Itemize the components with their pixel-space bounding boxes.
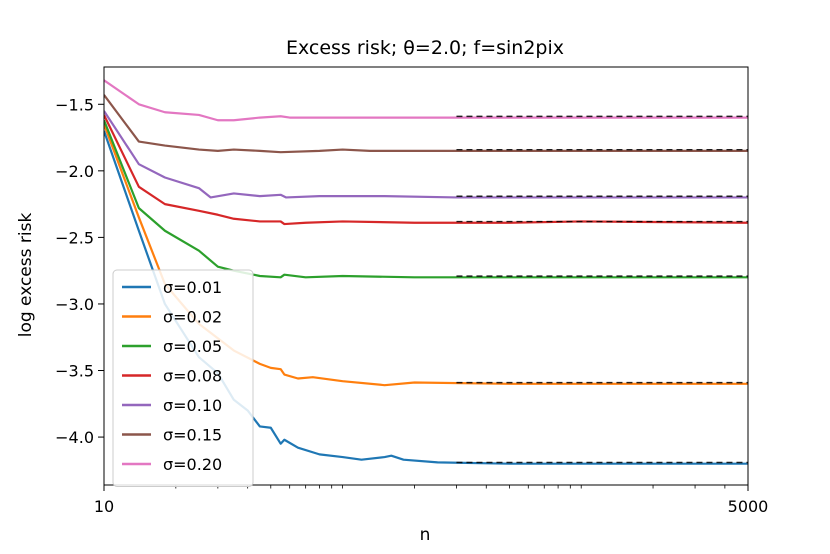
series-line-2 — [104, 119, 748, 279]
plot-frame — [103, 66, 749, 486]
y-axis-label: log excess risk — [16, 213, 36, 338]
legend-box — [112, 269, 254, 487]
x-tick-label-0: 10 — [94, 497, 114, 516]
series-line-4 — [104, 110, 748, 199]
legend-label-6: σ=0.20 — [163, 455, 222, 474]
y-tick-label-1: −3.5 — [55, 362, 94, 381]
y-tick-label-0: −4.0 — [55, 428, 94, 447]
y-tick-label-3: −2.5 — [55, 228, 94, 247]
legend-label-4: σ=0.10 — [163, 396, 222, 415]
x-tick-label-1: 5000 — [728, 497, 769, 516]
series-line-3 — [104, 114, 748, 226]
y-tick-label-4: −2.0 — [55, 162, 94, 181]
x-axis-label: n — [420, 525, 431, 545]
legend-label-1: σ=0.02 — [163, 308, 222, 327]
y-tick-label-2: −3.0 — [55, 295, 94, 314]
y-tick-label-5: −1.5 — [55, 95, 94, 114]
legend-label-3: σ=0.08 — [163, 367, 222, 386]
chart-title: Excess risk; θ=2.0; f=sin2pix — [286, 37, 564, 59]
legend-label-2: σ=0.05 — [163, 337, 222, 356]
series-line-5 — [104, 94, 748, 154]
legend-label-0: σ=0.01 — [163, 278, 222, 297]
series-line-6 — [104, 79, 748, 122]
reference-lines — [456, 115, 748, 464]
legend: σ=0.01 σ=0.02 σ=0.05 σ=0.08 σ=0.10 σ=0.15 σ=0.… — [112, 269, 254, 487]
legend-label-5: σ=0.15 — [163, 426, 222, 445]
